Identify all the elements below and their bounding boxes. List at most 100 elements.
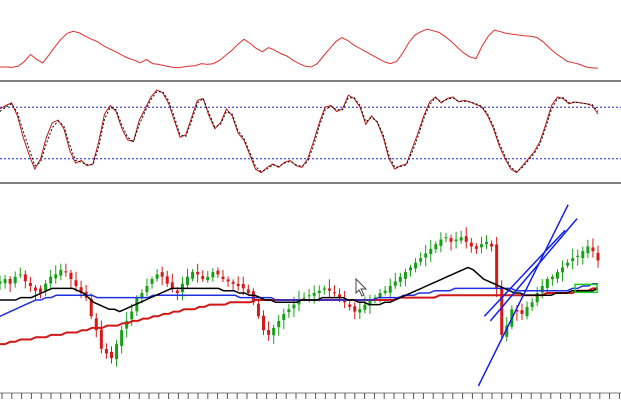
mouse-cursor-icon	[355, 277, 368, 297]
stochastic-panel	[0, 89, 621, 174]
candle-body	[408, 267, 412, 271]
candle	[358, 300, 362, 320]
candle	[576, 249, 580, 266]
candle	[99, 320, 103, 354]
candle-body	[327, 288, 331, 291]
candle-body	[54, 274, 58, 279]
trendline-1	[477, 204, 569, 387]
candle-body	[586, 246, 590, 254]
candle	[33, 284, 37, 300]
candle-body	[89, 298, 93, 317]
candle	[170, 273, 174, 293]
candle-body	[540, 286, 544, 293]
candle-body	[272, 327, 276, 336]
candle	[282, 308, 286, 330]
candle-body	[459, 237, 463, 241]
stoch-line-k	[0, 89, 599, 174]
candle	[8, 276, 12, 293]
candle-body	[201, 276, 205, 280]
candle-body	[368, 299, 372, 306]
candle	[388, 278, 392, 299]
stoch-line-d	[0, 91, 599, 173]
candle-body	[312, 293, 316, 296]
candle	[393, 272, 397, 289]
candle-body	[115, 344, 119, 360]
candle-body	[424, 253, 428, 258]
candle-body	[216, 270, 220, 275]
candle	[272, 324, 276, 344]
candle-body	[348, 304, 352, 307]
candle-body	[241, 284, 245, 289]
candle	[191, 269, 195, 282]
candle-body	[49, 276, 53, 284]
candle	[109, 346, 113, 364]
candle-body	[322, 288, 326, 290]
candle-body	[99, 329, 103, 349]
candle	[479, 236, 483, 254]
candle	[94, 313, 98, 338]
candle	[277, 315, 281, 336]
candle	[120, 325, 124, 354]
candle-body	[495, 244, 499, 289]
candle-body	[292, 304, 296, 309]
trendline-3	[489, 218, 578, 322]
candle	[485, 235, 489, 250]
candle-body	[13, 276, 17, 284]
candle-body	[226, 279, 230, 282]
candle	[403, 268, 407, 287]
candle	[28, 276, 32, 292]
candle-body	[64, 271, 68, 273]
candle	[348, 299, 352, 311]
candle-body	[59, 269, 63, 276]
candle-body	[175, 290, 179, 293]
candle-body	[251, 291, 255, 303]
candle-body	[388, 286, 392, 293]
candle-body	[186, 276, 190, 285]
candle-body	[130, 311, 134, 320]
candle-body	[550, 276, 554, 280]
candle-body	[485, 241, 489, 245]
candle	[89, 293, 93, 320]
candle	[429, 239, 433, 262]
candle	[231, 279, 235, 292]
candle-body	[282, 313, 286, 321]
candle-body	[576, 255, 580, 257]
candle	[211, 268, 215, 282]
candle-body	[317, 290, 321, 293]
candle-body	[165, 276, 169, 284]
candle-body	[439, 239, 443, 246]
candle	[419, 252, 423, 266]
candle-body	[555, 272, 559, 279]
candle-body	[505, 325, 509, 337]
candle-body	[444, 237, 448, 239]
candle	[596, 245, 600, 268]
candle	[201, 270, 205, 282]
candle	[165, 270, 169, 287]
candle	[525, 301, 529, 320]
candle	[561, 260, 565, 282]
candle-body	[150, 279, 154, 284]
candle-body	[3, 279, 7, 284]
candle	[459, 230, 463, 244]
candle-body	[109, 351, 113, 359]
candle-body	[23, 274, 27, 282]
candle-body	[454, 239, 458, 242]
candle	[495, 236, 499, 298]
candle	[322, 285, 326, 295]
candle-body	[383, 290, 387, 293]
candle-body	[338, 294, 342, 298]
candle-body	[378, 293, 382, 298]
candle	[287, 304, 291, 318]
candle-body	[267, 330, 271, 335]
candle	[383, 286, 387, 296]
candle-body	[479, 244, 483, 248]
candle-body	[596, 252, 600, 261]
candle-body	[160, 272, 164, 277]
top-indicator-line	[0, 28, 599, 69]
candle-body	[307, 295, 311, 297]
candle-body	[120, 330, 124, 346]
candle	[155, 268, 159, 282]
candle	[449, 234, 453, 251]
candle-body	[0, 281, 2, 284]
candle	[175, 287, 179, 301]
